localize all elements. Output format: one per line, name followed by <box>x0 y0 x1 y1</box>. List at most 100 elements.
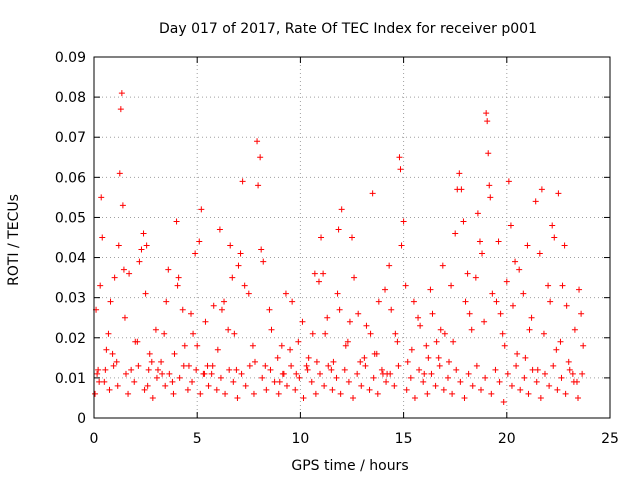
data-point <box>541 370 548 377</box>
data-point <box>449 390 456 397</box>
data-point <box>476 238 483 245</box>
data-point <box>283 382 290 389</box>
data-point <box>493 298 500 305</box>
data-point <box>173 218 180 225</box>
data-point <box>116 170 123 177</box>
data-point <box>472 274 479 281</box>
data-point <box>396 154 403 161</box>
data-point <box>514 350 521 357</box>
data-point <box>110 362 117 369</box>
y-tick-label: 0.08 <box>55 90 86 106</box>
data-point <box>388 306 395 313</box>
data-point <box>152 326 159 333</box>
data-point <box>231 330 238 337</box>
data-point <box>300 394 307 401</box>
data-point <box>259 374 266 381</box>
data-point <box>98 194 105 201</box>
data-point <box>425 354 432 361</box>
data-point <box>336 306 343 313</box>
data-point <box>410 298 417 305</box>
chart-title: Day 017 of 2017, Rate Of TEC Index for r… <box>159 21 537 37</box>
data-point <box>295 338 302 345</box>
data-point <box>299 318 306 325</box>
data-point <box>328 366 335 373</box>
data-point <box>238 370 245 377</box>
data-point <box>138 246 145 253</box>
data-point <box>488 390 495 397</box>
data-point <box>325 362 332 369</box>
data-point <box>185 362 192 369</box>
data-point <box>345 378 352 385</box>
y-tick-label: 0.09 <box>55 50 86 66</box>
data-point <box>237 250 244 257</box>
data-point <box>338 206 345 213</box>
data-point <box>551 234 558 241</box>
data-point <box>303 362 310 369</box>
axis-ticks <box>93 56 611 419</box>
data-point <box>140 230 147 237</box>
data-point <box>346 318 353 325</box>
data-point <box>153 374 160 381</box>
data-point <box>120 266 127 273</box>
data-point <box>392 330 399 337</box>
data-point <box>383 378 390 385</box>
data-point <box>416 366 423 373</box>
data-point <box>249 342 256 349</box>
data-point <box>278 342 285 349</box>
data-point <box>561 242 568 249</box>
data-point <box>163 298 170 305</box>
data-point <box>148 358 155 365</box>
data-point <box>495 238 502 245</box>
data-point <box>313 358 320 365</box>
data-point <box>402 282 409 289</box>
data-point <box>330 358 337 365</box>
data-point <box>227 242 234 249</box>
data-point <box>242 382 249 389</box>
data-point <box>304 366 311 373</box>
data-point <box>282 290 289 297</box>
data-point <box>317 370 324 377</box>
data-point <box>571 326 578 333</box>
data-point <box>525 390 532 397</box>
data-point <box>501 342 508 349</box>
data-point <box>536 250 543 257</box>
data-point <box>520 290 527 297</box>
data-point <box>553 346 560 353</box>
data-point <box>420 378 427 385</box>
data-point <box>271 378 278 385</box>
data-point <box>158 358 165 365</box>
data-point <box>322 330 329 337</box>
y-tick-label: 0.06 <box>55 170 86 186</box>
data-point <box>208 370 215 377</box>
data-point <box>534 366 541 373</box>
data-point <box>350 394 357 401</box>
data-point <box>555 190 562 197</box>
data-point <box>429 310 436 317</box>
grid-lines <box>94 57 610 418</box>
plot-frame <box>93 56 611 419</box>
data-point <box>357 358 364 365</box>
data-point <box>274 354 281 361</box>
data-point <box>351 274 358 281</box>
data-point <box>524 242 531 249</box>
data-point <box>462 298 469 305</box>
x-tick-label: 0 <box>90 431 99 447</box>
data-point <box>335 226 342 233</box>
data-point <box>106 386 113 393</box>
data-point <box>258 246 265 253</box>
data-point <box>268 326 275 333</box>
data-point <box>113 358 120 365</box>
data-point <box>513 362 520 369</box>
data-point <box>279 370 286 377</box>
data-point <box>320 270 327 277</box>
data-point <box>446 358 453 365</box>
data-point <box>465 370 472 377</box>
data-point <box>424 390 431 397</box>
data-point <box>532 198 539 205</box>
data-point <box>309 330 316 337</box>
data-point <box>141 386 148 393</box>
data-point <box>103 346 110 353</box>
data-point <box>119 202 126 209</box>
data-point <box>170 390 177 397</box>
